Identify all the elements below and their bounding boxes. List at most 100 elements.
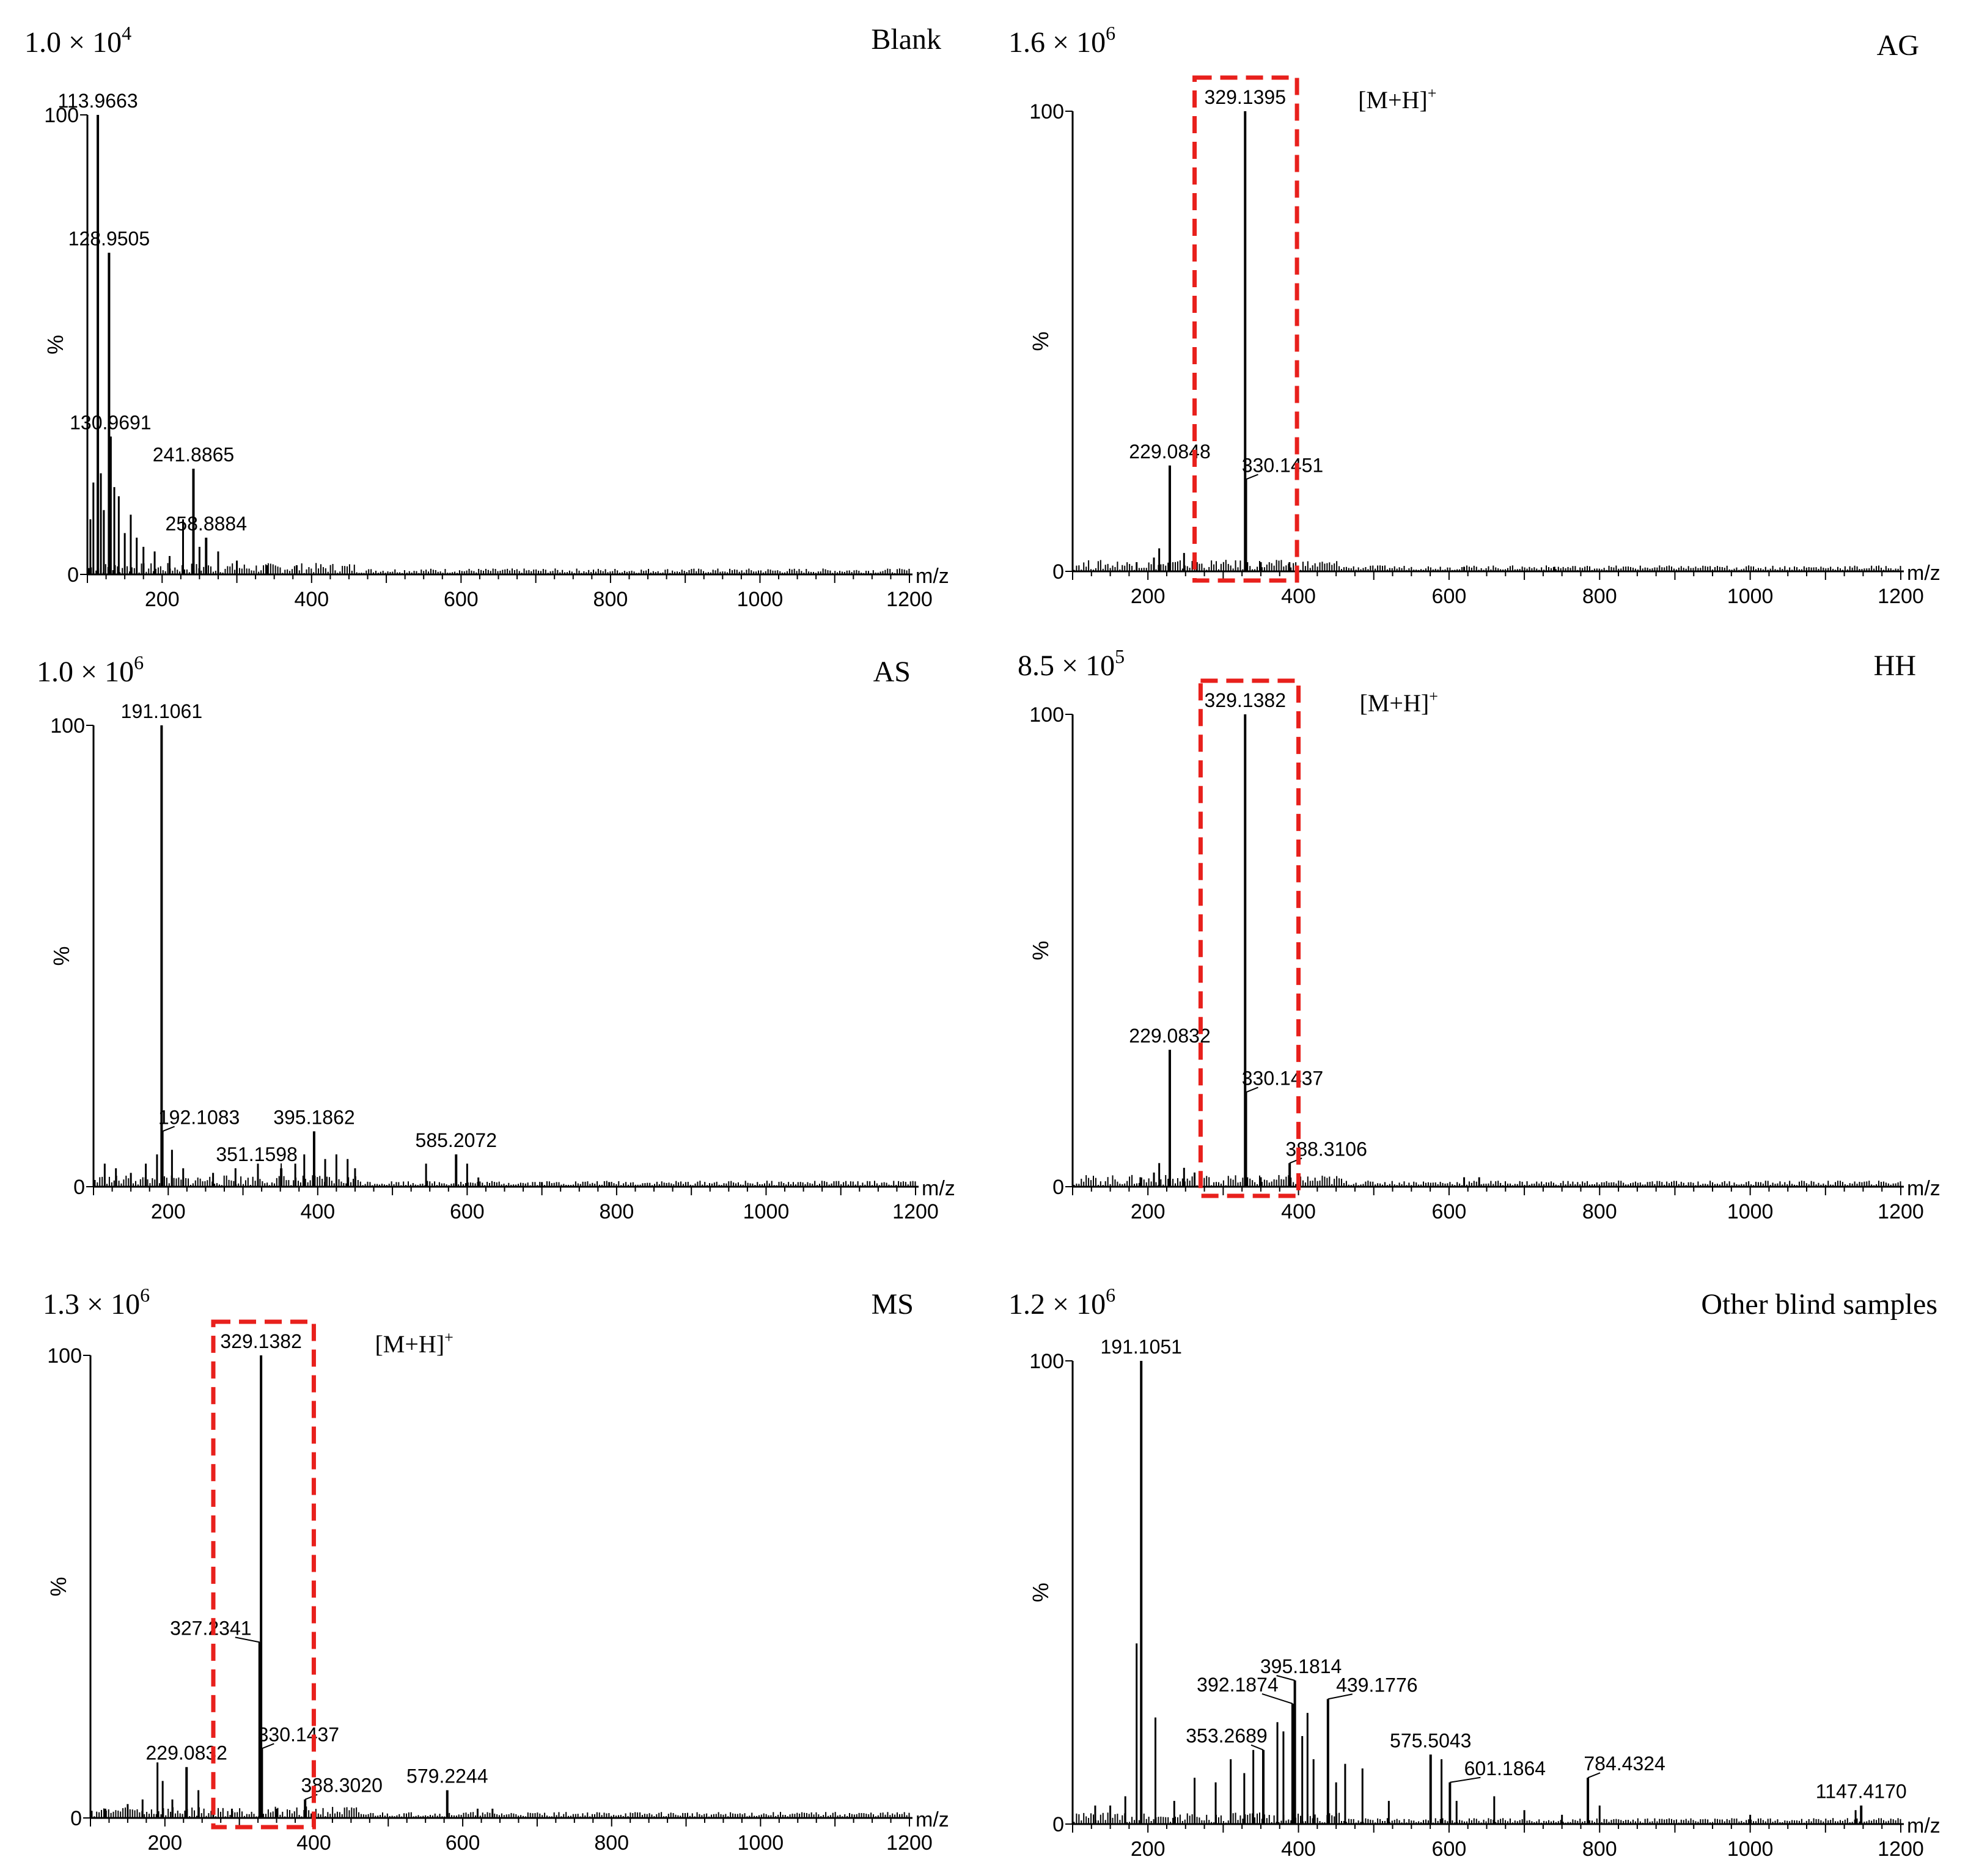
sample-title: AS: [873, 656, 911, 688]
highlight-box: [211, 1319, 316, 1830]
spectrum-panel-3: 8.5 × 105 HH 200 400 600 800 1000 1200 0 100% m/z 3…: [1018, 645, 1940, 1223]
peak-leader: [1246, 1086, 1258, 1093]
x-tick-label: 600: [444, 588, 479, 611]
y-tick-label: 100: [1029, 1350, 1064, 1373]
x-tick-label: 800: [1582, 1838, 1617, 1861]
peak-leader: [235, 1636, 260, 1643]
peak-label: 329.1395: [1205, 86, 1286, 108]
x-tick-label: 800: [600, 1200, 634, 1223]
peak-label: 392.1874: [1197, 1674, 1278, 1696]
x-tick-label: 1200: [1878, 1838, 1924, 1861]
spectrum-panel-5: 1.2 × 106 Other blind samples 200 400 600 800…: [1008, 1284, 1940, 1861]
sample-title: MS: [872, 1288, 914, 1321]
peak-label: 130.9691: [70, 411, 151, 433]
intensity-scale-exponent: 6: [134, 651, 144, 673]
y-axis-label: %: [43, 335, 68, 354]
y-tick-label: 0: [1052, 1813, 1064, 1836]
peak-label: 191.1061: [121, 700, 202, 722]
intensity-scale-exponent: 6: [1106, 22, 1115, 44]
y-axis-label: %: [1028, 940, 1053, 960]
x-tick-label: 800: [1582, 1200, 1617, 1223]
y-axis-label: %: [46, 1577, 71, 1596]
y-axis-label: %: [1028, 331, 1053, 351]
peak-label: 585.2072: [416, 1129, 497, 1151]
peak-label: 113.9663: [58, 90, 138, 112]
peak-label: 395.1814: [1260, 1655, 1342, 1677]
x-tick-label: 600: [1432, 585, 1467, 608]
peak-label: 241.8865: [153, 444, 234, 466]
peak-leader: [1250, 1744, 1264, 1751]
y-tick-label: 100: [1029, 100, 1064, 123]
peak-label: 439.1776: [1336, 1674, 1417, 1696]
spectrum-panel-2: 1.0 × 106 AS 200 400 600 800 1000 1200 0 100% m/z 1…: [37, 651, 955, 1223]
peak-leader: [1327, 1693, 1353, 1700]
peak-leader: [1450, 1776, 1481, 1783]
highlight-box: [1198, 678, 1301, 1198]
intensity-scale: 1.2 × 106: [1008, 1284, 1115, 1321]
x-tick-label: 200: [1131, 1200, 1166, 1223]
ion-annotation: [M+H]+: [1358, 84, 1436, 114]
peak-label: 330.1451: [1242, 454, 1323, 476]
x-axis-label: m/z: [916, 565, 949, 588]
peak-label: 329.1382: [220, 1330, 301, 1352]
x-tick-label: 1000: [1727, 1200, 1774, 1223]
intensity-scale-exponent: 5: [1115, 645, 1125, 667]
peak-leader: [1587, 1772, 1601, 1779]
x-tick-label: 200: [151, 1200, 186, 1223]
y-tick-label: 100: [47, 1344, 82, 1368]
x-tick-label: 400: [294, 588, 329, 611]
x-tick-label: 1200: [1878, 585, 1924, 608]
peak-leader: [162, 1126, 175, 1132]
peak-label: 575.5043: [1390, 1729, 1471, 1751]
x-tick-label: 1000: [1727, 1838, 1774, 1861]
peak-leader: [1261, 1693, 1293, 1704]
y-tick-label: 0: [1052, 1176, 1064, 1199]
x-tick-label: 600: [446, 1831, 480, 1855]
x-tick-label: 1000: [737, 588, 784, 611]
intensity-scale-exponent: 6: [1106, 1284, 1115, 1306]
x-tick-label: 1200: [892, 1200, 939, 1223]
x-tick-label: 400: [1281, 1838, 1316, 1861]
ion-annotation-charge: +: [1429, 687, 1438, 705]
x-tick-label: 800: [594, 1831, 629, 1855]
x-tick-label: 200: [1131, 585, 1166, 608]
ion-annotation: [M+H]+: [1360, 687, 1438, 717]
x-tick-label: 400: [1281, 1200, 1316, 1223]
peak-label: 128.9505: [68, 228, 150, 250]
x-tick-label: 1000: [1727, 585, 1774, 608]
sample-title: Other blind samples: [1701, 1288, 1937, 1321]
intensity-scale-exponent: 4: [122, 22, 131, 44]
x-tick-label: 200: [145, 588, 180, 611]
peak-label: 327.2341: [170, 1617, 251, 1639]
peak-label: 579.2244: [406, 1765, 488, 1787]
spectrum-panel-0: 1.0 × 104 Blank 200 400 600 800 1000 1200 0 100% m…: [24, 22, 949, 611]
x-tick-label: 1000: [738, 1831, 784, 1855]
x-axis-label: m/z: [1907, 1814, 1940, 1838]
peak-label: 229.0848: [1129, 441, 1210, 463]
x-tick-label: 1200: [886, 588, 933, 611]
x-axis-label: m/z: [916, 1808, 949, 1831]
x-tick-label: 400: [296, 1831, 331, 1855]
y-tick-label: 0: [67, 563, 79, 587]
sample-title: AG: [1877, 29, 1919, 62]
intensity-scale: 1.0 × 106: [37, 651, 144, 688]
peak-label: 353.2689: [1186, 1725, 1267, 1747]
intensity-scale: 8.5 × 105: [1018, 645, 1125, 682]
peak-label: 351.1598: [216, 1143, 297, 1165]
peak-label: 784.4324: [1584, 1753, 1665, 1775]
x-tick-label: 1200: [1878, 1200, 1924, 1223]
peak-label: 192.1083: [158, 1106, 240, 1128]
x-tick-label: 600: [1432, 1838, 1467, 1861]
y-tick-label: 100: [44, 104, 79, 127]
x-tick-label: 200: [147, 1831, 182, 1855]
peak-leader: [1246, 474, 1258, 480]
spectrum-panel-1: 1.6 × 106 AG 200 400 600 800 1000 1200 0 100% m/z 3…: [1008, 22, 1940, 608]
peak-label: 330.1437: [258, 1723, 339, 1745]
x-tick-label: 600: [450, 1200, 485, 1223]
x-axis-label: m/z: [922, 1177, 955, 1200]
x-tick-label: 600: [1432, 1200, 1467, 1223]
y-tick-label: 0: [1052, 560, 1064, 584]
intensity-scale: 1.6 × 106: [1008, 22, 1115, 59]
peak-leader: [261, 1743, 274, 1750]
y-axis-label: %: [49, 946, 74, 965]
